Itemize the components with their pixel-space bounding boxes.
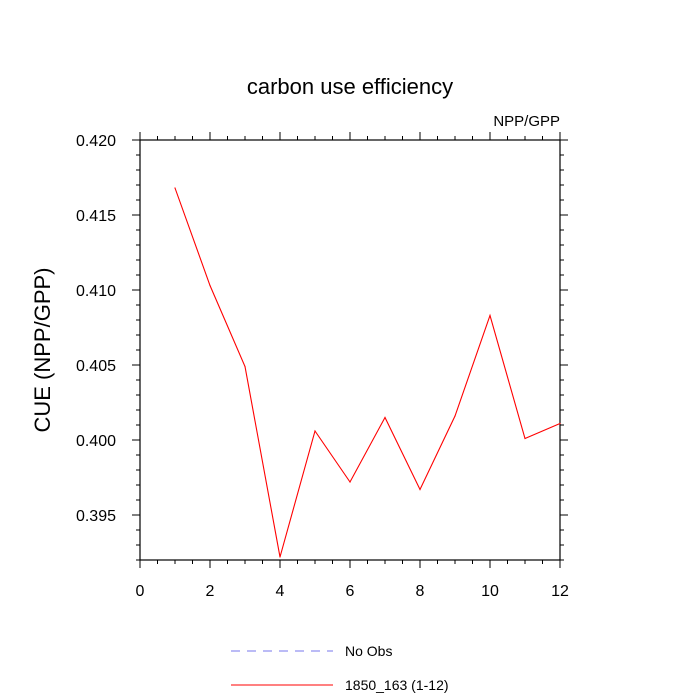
chart-title: carbon use efficiency [247, 74, 453, 99]
y-tick-label: 0.405 [76, 358, 116, 375]
y-tick-label: 0.420 [76, 133, 116, 150]
legend-label: No Obs [345, 643, 392, 659]
series-point [209, 284, 211, 287]
axis-ticks [132, 132, 568, 568]
series-point [384, 416, 386, 419]
x-tick-label: 4 [276, 583, 285, 600]
series-point [524, 437, 526, 440]
series-point [314, 430, 316, 432]
chart-subtitle: NPP/GPP [493, 113, 560, 130]
series-point [489, 314, 491, 317]
y-tick-label: 0.415 [76, 208, 116, 225]
y-tick-label: 0.400 [76, 433, 116, 450]
y-tick-label: 0.395 [76, 508, 116, 525]
x-tick-label: 12 [551, 583, 569, 600]
plot-frame [139, 139, 561, 561]
x-tick-label: 2 [206, 583, 215, 600]
legend-label: 1850_163 (1-12) [345, 677, 449, 693]
x-tick-label: 10 [481, 583, 499, 600]
x-tick-label: 8 [416, 583, 425, 600]
y-tick-label: 0.410 [76, 283, 116, 300]
series-point [279, 556, 281, 558]
series-line-1 [174, 187, 561, 558]
x-tick-label: 6 [346, 583, 355, 600]
series-point [419, 488, 421, 491]
axis-tick-labels: 0 2 4 6 8 10 12 0.395 0.400 0.405 0.410 0.415 0.420 [76, 133, 569, 600]
series-point [349, 481, 351, 483]
y-axis-label: CUE (NPP/GPP) [30, 267, 55, 432]
x-tick-label: 0 [136, 583, 145, 600]
series-point [559, 422, 561, 425]
legend: No Obs 1850_163 (1-12) [231, 643, 449, 693]
series-layer [174, 187, 561, 558]
series-point [244, 365, 246, 368]
series-point [174, 187, 176, 189]
series-point [454, 415, 456, 417]
